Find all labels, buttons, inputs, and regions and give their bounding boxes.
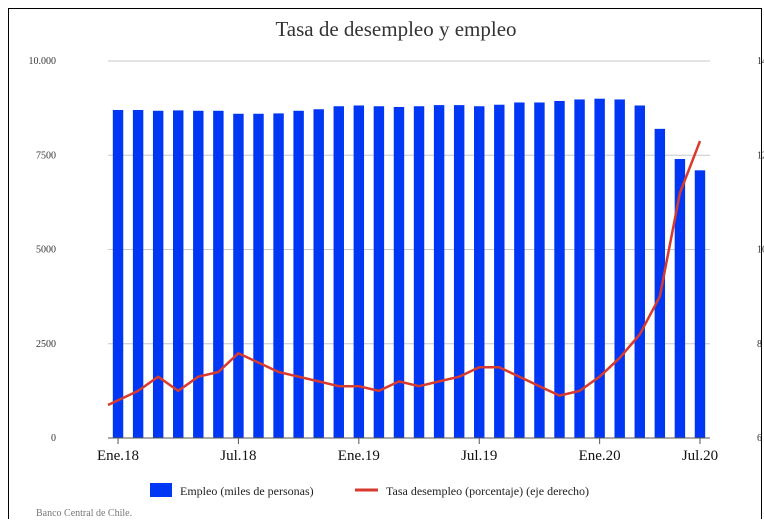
source-note: Banco Central de Chile. <box>36 508 132 519</box>
bar-employment <box>433 105 445 438</box>
y-right-tick-label: 8 <box>757 339 762 350</box>
chart-title: Tasa de desempleo y empleo <box>275 17 516 41</box>
y-left-tick-label: 2500 <box>36 339 56 350</box>
bar-employment <box>313 109 324 439</box>
bar-employment <box>373 106 385 439</box>
bar-employment <box>353 105 365 439</box>
bar-employment <box>453 105 465 438</box>
x-tick-label: Jul.20 <box>682 448 718 464</box>
bar-employment <box>293 110 304 438</box>
bar-employment <box>474 106 485 439</box>
bar-employment <box>514 102 525 438</box>
bar-employment <box>233 113 244 438</box>
bar-employment <box>634 105 645 439</box>
bar-employment <box>193 110 204 438</box>
bar-employment <box>654 128 666 439</box>
legend-label-employment: Empleo (miles de personas) <box>180 484 314 498</box>
y-right-tick-label: 12 <box>757 150 764 161</box>
bar-employment <box>273 113 284 438</box>
legend-swatch-employment <box>150 483 172 497</box>
y-right-tick-label: 10 <box>757 245 764 256</box>
y-left-tick-label: 5000 <box>36 245 56 256</box>
x-tick-label: Ene.19 <box>338 448 380 464</box>
y-left-tick-label: 0 <box>51 433 56 444</box>
left-axis-ticks: 0 2500 5000 7500 10.000 <box>29 56 57 444</box>
legend: Empleo (miles de personas) Tasa desemple… <box>150 483 589 498</box>
employment-bars <box>112 98 706 439</box>
bar-employment <box>413 106 425 439</box>
bar-employment <box>554 100 565 438</box>
x-tick-label: Jul.18 <box>220 448 256 464</box>
y-right-tick-label: 14 <box>757 56 764 67</box>
bar-employment <box>574 99 585 438</box>
bar-employment <box>494 104 505 439</box>
bar-employment <box>253 113 264 438</box>
y-left-tick-label: 7500 <box>36 150 56 161</box>
legend-label-unemployment: Tasa desempleo (porcentaje) (eje derecho… <box>386 484 589 498</box>
bar-employment <box>674 159 686 438</box>
bar-employment <box>132 110 144 438</box>
bar-employment <box>173 110 184 439</box>
bar-employment <box>213 110 224 438</box>
bar-employment <box>594 98 605 438</box>
x-axis: Ene.18 Jul.18 Ene.19 Jul.19 Ene.20 Jul.20 <box>97 437 718 464</box>
right-axis-ticks: 6 8 10 12 14 <box>757 56 764 444</box>
bar-employment <box>694 170 706 438</box>
bar-employment <box>393 106 405 438</box>
y-left-tick-label: 10.000 <box>29 56 57 67</box>
line-unemployment <box>107 140 702 407</box>
x-tick-label: Jul.19 <box>461 448 497 464</box>
bar-employment <box>152 110 164 438</box>
bar-employment <box>333 106 344 439</box>
y-right-tick-label: 6 <box>757 433 762 444</box>
unemployment-line <box>107 140 702 407</box>
x-tick-label: Ene.18 <box>97 448 139 464</box>
bar-employment <box>112 110 124 438</box>
x-tick-label: Ene.20 <box>579 448 621 464</box>
bar-employment <box>534 102 545 438</box>
bar-employment <box>614 99 625 438</box>
gridlines <box>108 60 710 345</box>
